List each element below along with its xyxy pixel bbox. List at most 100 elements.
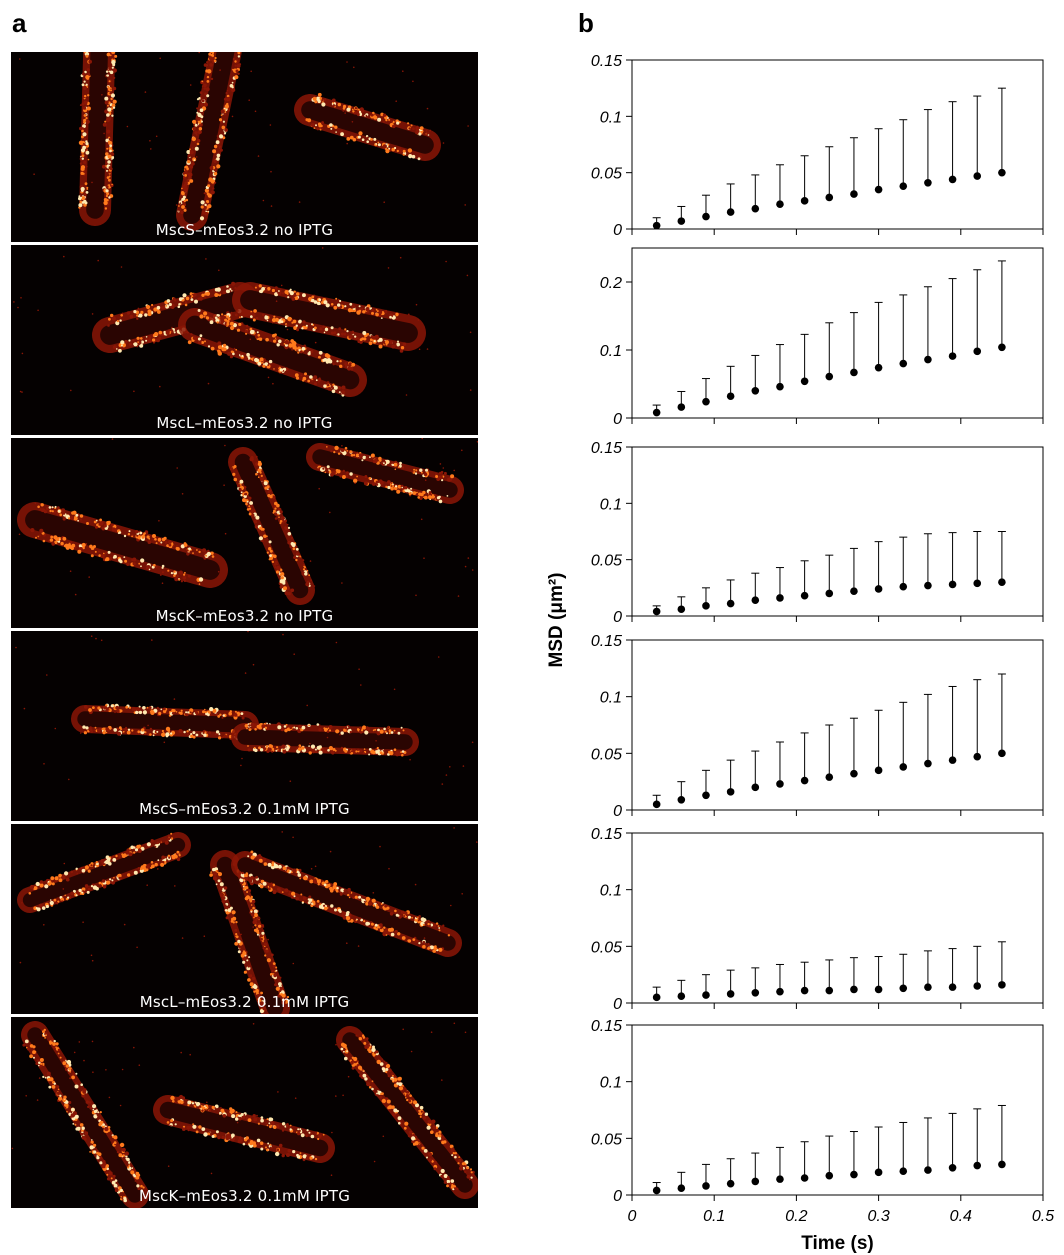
data-point <box>850 1170 858 1179</box>
background-speck <box>395 100 398 102</box>
y-tick-label: 0.15 <box>591 440 622 457</box>
background-speck <box>270 170 272 173</box>
background-speck <box>469 331 472 334</box>
background-speck <box>205 258 207 260</box>
background-speck <box>223 484 225 486</box>
background-speck <box>286 328 289 331</box>
background-speck <box>441 783 444 785</box>
background-speck <box>15 646 17 649</box>
background-speck <box>373 1160 376 1163</box>
cell-image-2 <box>13 247 472 397</box>
data-point <box>998 343 1006 352</box>
data-point <box>702 212 710 221</box>
background-speck <box>159 57 161 60</box>
background-speck <box>36 1099 39 1101</box>
background-speck <box>189 84 192 86</box>
data-point <box>677 403 686 411</box>
plot-frame <box>631 1024 1044 1196</box>
background-speck <box>469 389 472 391</box>
background-speck <box>63 862 66 865</box>
background-speck <box>43 763 45 765</box>
background-speck <box>158 520 160 522</box>
data-point <box>948 352 957 360</box>
cell-image-1 <box>19 52 469 231</box>
background-speck <box>449 766 451 768</box>
background-speck <box>344 112 347 114</box>
background-speck <box>314 341 317 344</box>
cell-image-5 <box>17 827 478 1014</box>
data-point <box>677 796 686 804</box>
data-point <box>998 981 1006 989</box>
background-speck <box>160 574 162 576</box>
background-speck <box>119 1104 122 1107</box>
background-speck <box>250 853 253 855</box>
plot-frame <box>631 446 1044 617</box>
background-speck <box>100 639 103 642</box>
bacterium-cell <box>232 282 426 353</box>
background-speck <box>341 445 343 447</box>
background-speck <box>120 266 123 268</box>
background-speck <box>213 865 215 868</box>
background-speck <box>275 300 278 302</box>
background-speck <box>402 1028 405 1031</box>
plot-frame <box>631 639 1044 811</box>
data-point <box>850 587 858 596</box>
background-speck <box>146 884 148 886</box>
background-speck <box>203 935 206 937</box>
background-speck <box>173 698 176 700</box>
background-speck <box>467 125 469 127</box>
background-speck <box>198 52 200 54</box>
background-speck <box>289 780 292 782</box>
background-speck <box>79 732 82 734</box>
background-speck <box>329 850 332 853</box>
micrograph-label: MscK–mEos3.2 no IPTG <box>155 607 334 625</box>
background-speck <box>450 904 452 907</box>
background-speck <box>277 1091 279 1093</box>
background-speck <box>82 921 84 923</box>
background-speck <box>313 585 316 587</box>
background-speck <box>346 61 348 63</box>
bacterium-cell <box>78 52 118 226</box>
background-speck <box>224 444 226 447</box>
data-point <box>899 359 908 368</box>
data-point <box>726 208 735 216</box>
background-speck <box>161 582 164 584</box>
background-speck <box>69 570 72 572</box>
data-point <box>973 752 982 761</box>
bacterium-cell <box>228 447 315 605</box>
background-speck <box>254 110 257 113</box>
y-axis-title: MSD (μm²) <box>546 573 567 668</box>
background-speck <box>157 868 159 870</box>
background-speck <box>91 313 94 315</box>
background-speck <box>13 301 15 303</box>
background-speck <box>409 494 411 497</box>
bacterium-cell <box>306 443 464 504</box>
background-speck <box>218 269 220 272</box>
data-point <box>702 791 710 800</box>
data-point <box>825 773 834 781</box>
background-speck <box>467 557 470 559</box>
x-tick-label: 0 <box>628 1208 637 1225</box>
background-speck <box>123 923 126 926</box>
background-speck <box>207 382 210 385</box>
background-speck <box>331 1131 333 1134</box>
background-speck <box>257 155 260 157</box>
background-speck <box>318 487 321 490</box>
background-speck <box>167 1165 170 1167</box>
background-speck <box>121 312 124 315</box>
background-speck <box>426 107 429 110</box>
data-point <box>751 596 760 605</box>
background-speck <box>271 321 274 324</box>
data-point <box>850 368 858 377</box>
background-speck <box>91 1040 94 1043</box>
bacterium-cell <box>231 722 419 757</box>
background-speck <box>354 482 356 484</box>
data-point <box>825 589 834 598</box>
background-speck <box>415 303 418 306</box>
x-tick-label: 0.4 <box>950 1208 972 1225</box>
background-speck <box>441 1079 443 1081</box>
background-speck <box>410 1050 413 1053</box>
background-speck <box>372 892 375 894</box>
y-tick-label: 0.05 <box>591 1131 622 1148</box>
bacterium-cell <box>153 1094 335 1163</box>
